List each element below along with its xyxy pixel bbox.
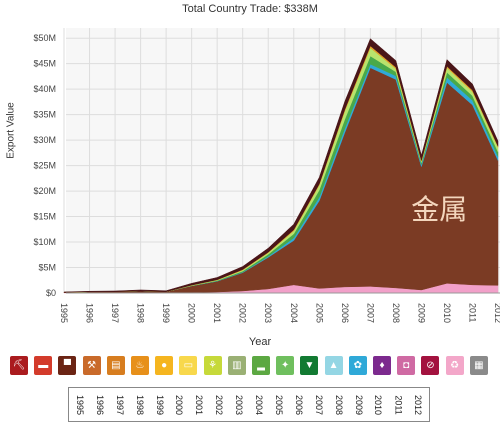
x-axis-label: Year — [248, 336, 272, 348]
y-tick-label: $30M — [33, 135, 56, 145]
x-tick-label: 2006 — [340, 303, 350, 323]
year-button-label: 2001 — [194, 394, 205, 416]
recycle-icon[interactable]: ♻ — [445, 356, 464, 375]
year-button-label: 2009 — [353, 394, 364, 416]
x-tick-label: 1999 — [161, 303, 171, 323]
year-button-label: 2003 — [234, 394, 245, 416]
year-button-2004[interactable]: 2004 — [250, 391, 268, 419]
cigar-icon[interactable]: ▭ — [179, 356, 198, 375]
year-button-label: 2004 — [254, 394, 265, 416]
year-button-2007[interactable]: 2007 — [310, 391, 328, 419]
dress-icon[interactable]: ▲ — [324, 356, 343, 375]
year-button-2001[interactable]: 2001 — [190, 391, 208, 419]
x-tick-label: 1995 — [59, 303, 69, 323]
shoe-icon[interactable]: ▂ — [252, 356, 270, 375]
year-button-2000[interactable]: 2000 — [171, 391, 189, 419]
x-tick-label: 2010 — [442, 303, 452, 323]
product-category-legend: ⛏ ▬ ▀ ⚒ ▤ ♨ ● ▭ ⚘ ▥ ▂ ✦ ▼ ▲ ✿ ♦ ◘ ⊘ ♻ ▦ — [10, 356, 495, 377]
year-button-label: 2012 — [413, 394, 424, 416]
export-area-chart: $0 $5M $10M $15M $20M $25M $30M $35M $40M $45M $50… — [33, 28, 500, 323]
year-button-label: 1997 — [114, 394, 125, 416]
x-tick-label: 2005 — [314, 303, 324, 323]
year-button-1998[interactable]: 1998 — [131, 391, 149, 419]
y-tick-label: $45M — [33, 59, 56, 69]
year-button-2011[interactable]: 2011 — [389, 391, 407, 419]
year-button-label: 2005 — [274, 394, 284, 416]
y-tick-label: $0 — [46, 288, 56, 298]
flame-icon[interactable]: ♨ — [131, 356, 149, 375]
wheat-icon[interactable]: ⚘ — [203, 356, 222, 375]
hide-icon[interactable]: ▀ — [58, 356, 77, 375]
y-tick-label: $10M — [33, 237, 56, 247]
chart-title: Total Country Trade: $338M — [182, 3, 318, 15]
molecule-icon[interactable]: ✿ — [348, 356, 367, 375]
year-button-1999[interactable]: 1999 — [151, 391, 169, 419]
year-button-2012[interactable]: 2012 — [409, 391, 427, 419]
year-button-label: 2000 — [174, 394, 185, 416]
year-button-label: 2002 — [214, 394, 225, 416]
x-tick-label: 2007 — [365, 303, 375, 323]
document-icon[interactable]: ▤ — [106, 356, 125, 375]
x-tick-label: 1997 — [110, 303, 120, 323]
year-button-label: 2011 — [393, 395, 404, 415]
x-tick-label: 1998 — [136, 303, 146, 323]
area-annotation-label: 金属 — [411, 193, 467, 226]
x-tick-label: 2001 — [212, 303, 222, 323]
year-button-1995[interactable]: 1995 — [71, 391, 89, 419]
year-button-label: 1999 — [154, 394, 165, 416]
year-button-2005[interactable]: 2005 — [270, 391, 288, 419]
y-tick-label: $50M — [33, 33, 56, 43]
year-button-1996[interactable]: 1996 — [91, 391, 109, 419]
diamond-icon[interactable]: ♦ — [373, 356, 391, 375]
y-tick-label: $20M — [33, 186, 56, 196]
pickaxe-icon[interactable]: ⛏ — [10, 356, 28, 375]
year-button-label: 1995 — [75, 394, 85, 416]
year-button-label: 2007 — [313, 394, 324, 416]
shirt-icon[interactable]: ▼ — [300, 356, 319, 375]
year-button-label: 1998 — [134, 394, 145, 416]
y-tick-label: $5M — [38, 263, 56, 273]
x-tick-label: 2003 — [263, 303, 273, 323]
box-icon[interactable]: ▦ — [469, 356, 488, 375]
y-tick-label: $35M — [33, 110, 56, 120]
bag-icon[interactable]: ◘ — [397, 356, 416, 375]
year-button-2006[interactable]: 2006 — [290, 391, 308, 419]
y-axis-label: Export Value — [5, 102, 17, 159]
building-icon[interactable]: ▥ — [227, 356, 246, 375]
y-tick-label: $25M — [33, 161, 56, 171]
year-timeline: 1995 1996 1997 1998 1999 2000 2001 2002 2003 2004… — [68, 387, 430, 422]
year-button-label: 2010 — [373, 394, 384, 416]
area-series-7 — [63, 38, 499, 293]
year-button-label: 2008 — [333, 394, 344, 416]
y-tick-label: $15M — [33, 212, 56, 222]
x-tick-label: 2011 — [467, 303, 477, 322]
y-tick-label: $40M — [33, 84, 56, 94]
x-tick-label: 2008 — [391, 303, 401, 323]
year-button-2010[interactable]: 2010 — [370, 391, 388, 419]
x-tick-label: 2002 — [238, 303, 248, 323]
cart-icon[interactable]: ⚒ — [82, 356, 101, 375]
star-figure-icon[interactable]: ✦ — [276, 356, 295, 375]
year-button-2009[interactable]: 2009 — [350, 391, 368, 419]
year-button-label: 1996 — [94, 394, 105, 416]
prohibited-icon[interactable]: ⊘ — [421, 356, 440, 375]
x-tick-label: 2012 — [493, 303, 500, 323]
year-button-1997[interactable]: 1997 — [111, 391, 129, 419]
year-button-2003[interactable]: 2003 — [230, 391, 248, 419]
x-tick-label: 1996 — [85, 303, 95, 323]
year-button-label: 2006 — [293, 394, 304, 416]
x-tick-label: 2000 — [187, 303, 197, 323]
year-button-2002[interactable]: 2002 — [210, 391, 228, 419]
x-tick-label: 2004 — [289, 303, 299, 323]
year-button-2008[interactable]: 2008 — [330, 391, 348, 419]
x-tick-label: 2009 — [416, 303, 426, 323]
ruler-icon[interactable]: ▬ — [34, 356, 53, 375]
fruit-icon[interactable]: ● — [155, 356, 174, 375]
